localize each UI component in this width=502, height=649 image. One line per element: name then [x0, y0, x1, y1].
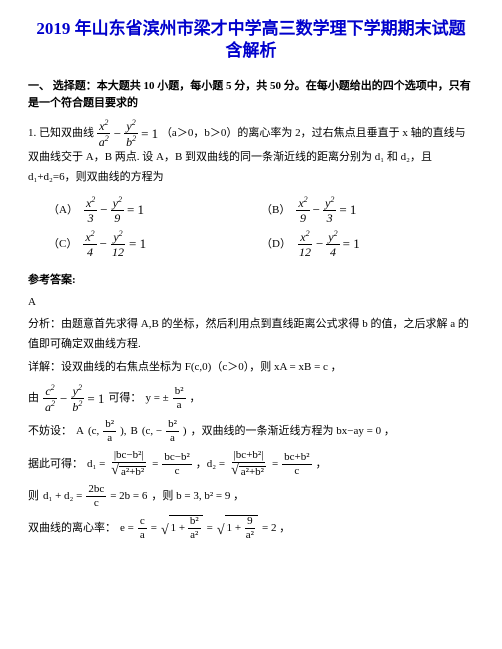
option-b: （B） x29 − y23 = 1	[261, 196, 474, 224]
option-c-label: （C）	[48, 236, 77, 253]
question-1: 1. 已知双曲线 x2a2 − y2b2 = 1 （a＞0，b＞0）的离心率为 …	[28, 119, 474, 188]
option-d: （D） x212 − y24 = 1	[261, 230, 474, 258]
option-d-formula: x212 − y24 = 1	[297, 230, 360, 258]
option-a-formula: x23 − y29 = 1	[84, 196, 144, 224]
section-header: 一、 选择题：本大题共 10 小题，每小题 5 分，共 50 分。在每小题给出的…	[28, 78, 474, 111]
derive-line-1: 由 c2a2 − y2b2 = 1 可得： y = ± b²a ，	[28, 384, 474, 413]
derive-line-5: 双曲线的离心率： e = ca = √1 + b²a² = √1 + 9a² =…	[28, 515, 474, 541]
question-condition: （a＞0，b＞0）的离心率为 2，过右焦点且垂直于 x 轴的直线与双曲线交于 A…	[28, 127, 466, 183]
page-title: 2019 年山东省滨州市梁才中学高三数学理下学期期末试题含解析	[28, 18, 474, 62]
derive-line-4: 则 d₁ + d₂ = 2bcc = 2b = 6 ，则 b = 3, b² =…	[28, 484, 474, 509]
option-b-label: （B）	[261, 202, 290, 219]
question-prefix: 1. 已知双曲线	[28, 127, 94, 139]
option-c-formula: x24 − y212 = 1	[83, 230, 146, 258]
option-a-label: （A）	[48, 202, 78, 219]
hyperbola-formula: x2a2 − y2b2 = 1	[97, 119, 158, 148]
derive-line-2: 不妨设： A (c, b²a ), B (c, − b²a ) ，双曲线的一条渐…	[28, 419, 474, 444]
option-a: （A） x23 − y29 = 1	[48, 196, 261, 224]
answer-letter: A	[28, 294, 474, 311]
option-d-label: （D）	[261, 236, 291, 253]
derive-line-3: 据此可得： d₁ = |bc−b²| √a²+b² = bc−b²c ，d₂ =…	[28, 450, 474, 478]
answer-label: 参考答案:	[28, 272, 474, 289]
option-c: （C） x24 − y212 = 1	[48, 230, 261, 258]
option-b-formula: x29 − y23 = 1	[296, 196, 356, 224]
analysis-text: 分析：由题意首先求得 A,B 的坐标，然后利用点到直线距离公式求得 b 的值，之…	[28, 315, 474, 355]
options-container: （A） x23 − y29 = 1 （B） x29 − y23 = 1 （C） …	[48, 196, 474, 264]
detail-text: 详解：设双曲线的右焦点坐标为 F(c,0)（c＞0），则 xA = xB = c…	[28, 358, 474, 378]
